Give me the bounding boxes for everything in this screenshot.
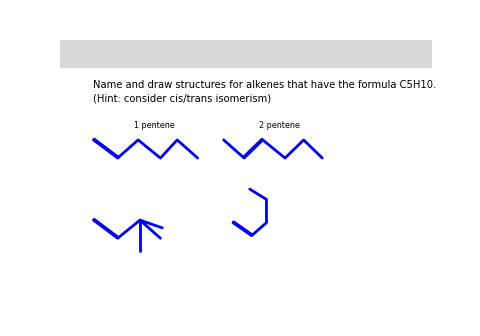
Text: 1 pentene: 1 pentene [134, 121, 175, 129]
Bar [60, 40, 432, 68]
Text: (Hint: consider cis/trans isomerism): (Hint: consider cis/trans isomerism) [94, 93, 272, 103]
Text: Name and draw structures for alkenes that have the formula C5H10.: Name and draw structures for alkenes tha… [94, 80, 437, 90]
Text: 2 pentene: 2 pentene [259, 121, 300, 129]
